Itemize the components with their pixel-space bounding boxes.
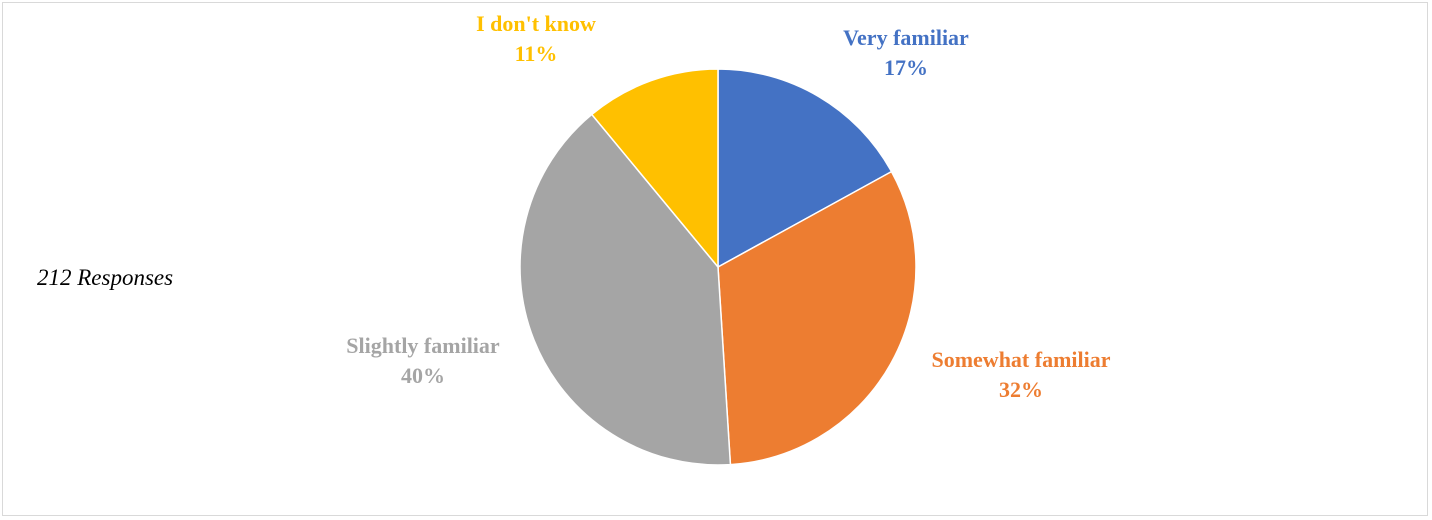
slice-category-label: I don't know	[476, 11, 596, 36]
pie-labels: Very familiar 17% Somewhat familiar 32% Slig…	[346, 11, 1110, 402]
slice-value-label: 17%	[884, 55, 928, 80]
slice-category-label: Somewhat familiar	[931, 347, 1110, 372]
pie-slice-2	[519, 113, 732, 466]
slice-value-label: 11%	[515, 41, 558, 66]
pie-slices	[519, 68, 917, 466]
pie-slice-0	[717, 68, 893, 269]
slice-category-label: Slightly familiar	[346, 333, 500, 358]
pie-slice-3	[590, 68, 719, 270]
slice-value-label: 32%	[999, 377, 1043, 402]
pie-slice-1	[717, 170, 917, 466]
responses-note: 212 Responses	[37, 265, 174, 290]
pie-chart: Very familiar 17% Somewhat familiar 32% Slig…	[346, 11, 1111, 466]
slice-value-label: 40%	[401, 363, 445, 388]
slice-category-label: Very familiar	[843, 25, 969, 50]
